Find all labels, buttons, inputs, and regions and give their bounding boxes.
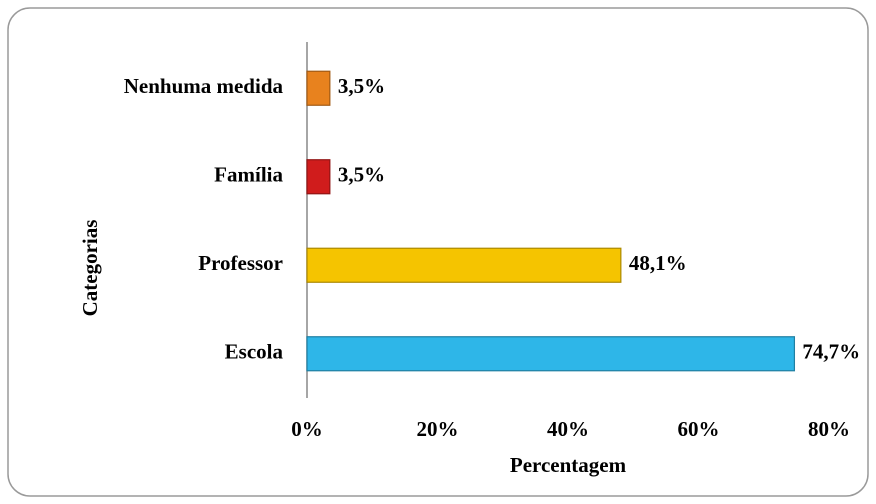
bar (306, 336, 796, 372)
value-label: 48,1% (629, 251, 687, 275)
bar (306, 247, 622, 283)
x-tick-label: 40% (547, 417, 589, 441)
y-tick-label: Família (214, 163, 283, 187)
x-tick-label: 80% (808, 417, 850, 441)
y-tick-label: Professor (198, 251, 283, 275)
y-axis-label: Categorias (78, 220, 102, 317)
x-axis-label: Percentagem (510, 453, 627, 477)
x-tick-label: 0% (291, 417, 323, 441)
value-label: 3,5% (338, 74, 385, 98)
y-tick-label: Nenhuma medida (124, 74, 284, 98)
x-tick-label: 60% (678, 417, 720, 441)
y-tick-label: Escola (225, 340, 284, 364)
bar (306, 70, 331, 106)
x-tick-label: 20% (417, 417, 459, 441)
bar (306, 159, 331, 195)
value-label: 74,7% (802, 340, 860, 364)
value-label: 3,5% (338, 163, 385, 187)
